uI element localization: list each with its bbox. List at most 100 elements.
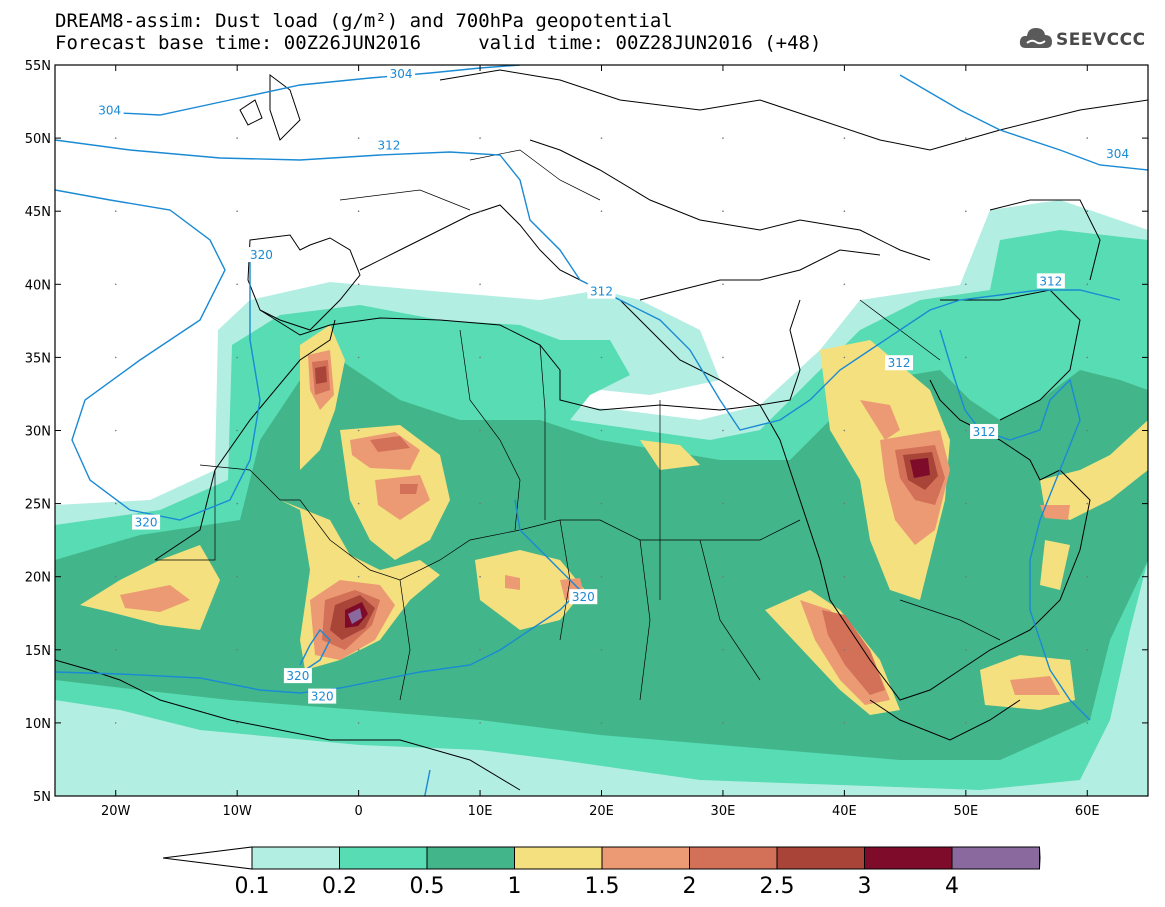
colorbar-under-triangle xyxy=(162,846,253,870)
contour-label: 312 xyxy=(973,425,996,439)
contour-label: 304 xyxy=(1106,147,1129,161)
lat-label: 5N xyxy=(33,790,51,805)
grid-dot xyxy=(600,210,603,212)
contour-label: 312 xyxy=(1039,274,1062,288)
contour-label: 320 xyxy=(286,669,309,683)
lon-label: 40E xyxy=(832,804,857,819)
colorbar-segment xyxy=(689,846,778,870)
grid-dot xyxy=(600,575,603,578)
contour-label: 312 xyxy=(888,356,911,370)
lon-label: 30E xyxy=(711,804,736,819)
grid-dot xyxy=(722,429,724,432)
contour-label-bg xyxy=(95,102,124,118)
contour-label-bg xyxy=(308,688,337,704)
contour-label-bg xyxy=(132,514,161,530)
grid-dot xyxy=(479,137,481,139)
contour-label: 304 xyxy=(390,67,413,81)
grid-dot xyxy=(965,356,967,359)
lat-label: 30N xyxy=(25,425,51,440)
contour-label-bg xyxy=(1103,146,1132,162)
grid-dot xyxy=(965,502,967,505)
grid-dot xyxy=(236,575,238,578)
colorbar-label: 0.5 xyxy=(410,874,445,899)
lon-label: 10E xyxy=(468,804,493,819)
lat-label: 20N xyxy=(25,571,51,586)
grid-dot xyxy=(357,429,360,432)
contour-label-bg xyxy=(885,355,914,371)
colorbar-segment xyxy=(426,846,515,870)
contour-label: 320 xyxy=(572,590,595,604)
grid-dot xyxy=(236,429,238,432)
grid-dot xyxy=(722,649,724,651)
grid-dot xyxy=(722,210,724,212)
grid-dot xyxy=(479,575,481,578)
lon-label: 60E xyxy=(1075,804,1100,819)
grid-dot xyxy=(479,502,481,505)
grid-dot xyxy=(600,722,603,724)
grid-dot xyxy=(600,649,603,651)
grid-dot xyxy=(965,137,967,139)
grid-dot xyxy=(722,722,724,724)
coastlines xyxy=(55,69,1148,791)
colorbar: 0.1 0.2 0.5 1 1.5 2 2.5 3 4 xyxy=(162,846,1041,899)
lat-label: 40N xyxy=(25,278,51,293)
lat-label: 35N xyxy=(25,351,51,366)
grid-dot xyxy=(722,137,724,139)
colorbar-segment xyxy=(951,846,1040,870)
colorbar-segment xyxy=(776,846,865,870)
grid-dot xyxy=(600,502,603,505)
colorbar-label: 1 xyxy=(508,874,522,899)
cloud-icon xyxy=(1019,28,1052,48)
grid-dot xyxy=(357,283,360,286)
grid-dot xyxy=(843,283,846,286)
contour-label: 304 xyxy=(98,103,121,117)
contour-label-bg xyxy=(1036,273,1065,289)
lon-label: 50E xyxy=(953,804,978,819)
grid-dot xyxy=(1086,575,1089,578)
grid-dot xyxy=(357,502,360,505)
grid-dot xyxy=(722,502,724,505)
grid-dot xyxy=(114,137,117,139)
grid-dot xyxy=(843,210,846,212)
geopotential-contours xyxy=(55,65,1148,796)
grid-dot xyxy=(1086,722,1089,724)
grid-dot xyxy=(236,210,238,212)
colorbar-segment xyxy=(601,846,690,870)
grid-dot xyxy=(843,502,846,505)
grid-dot xyxy=(479,210,481,212)
grid-dot xyxy=(1086,649,1089,651)
grid-dot xyxy=(114,283,117,286)
grid-dot xyxy=(357,722,360,724)
title-line-2: Forecast base time: 00Z26JUN2016 valid t… xyxy=(55,32,822,54)
axes: 55N 50N 45N 40N 35N 30N 25N 20N 15N 10N 5N 20W 10W 0 1… xyxy=(25,59,1148,819)
grid-dot xyxy=(1086,283,1089,286)
colorbar-segment xyxy=(514,846,603,870)
contour-label: 312 xyxy=(378,138,401,152)
contour-label: 320 xyxy=(135,516,158,530)
contour-label-bg xyxy=(283,668,312,684)
grid-dot xyxy=(479,356,481,359)
colorbar-label: 2.5 xyxy=(760,874,795,899)
contour-label: 312 xyxy=(590,285,613,299)
grid-dot xyxy=(479,722,481,724)
grid-dot xyxy=(479,283,481,286)
grid-dot xyxy=(843,722,846,724)
grid-dot xyxy=(843,575,846,578)
colorbar-over-triangle xyxy=(1039,846,1041,870)
grid-dot xyxy=(114,575,117,578)
grid-dot xyxy=(965,649,967,651)
colorbar-segment xyxy=(251,846,340,870)
grid-dot xyxy=(1086,429,1089,432)
grid-dot xyxy=(236,722,238,724)
contour-label: 320 xyxy=(250,248,273,262)
grid-dot xyxy=(965,283,967,286)
grid-dot xyxy=(843,137,846,139)
grid-dot xyxy=(357,356,360,359)
lon-label: 10W xyxy=(222,804,252,819)
grid-dot xyxy=(1086,502,1089,505)
contour-label-bg xyxy=(387,65,416,81)
grid-dot xyxy=(843,649,846,651)
grid-dot xyxy=(236,137,238,139)
colorbar-label: 1.5 xyxy=(585,874,620,899)
